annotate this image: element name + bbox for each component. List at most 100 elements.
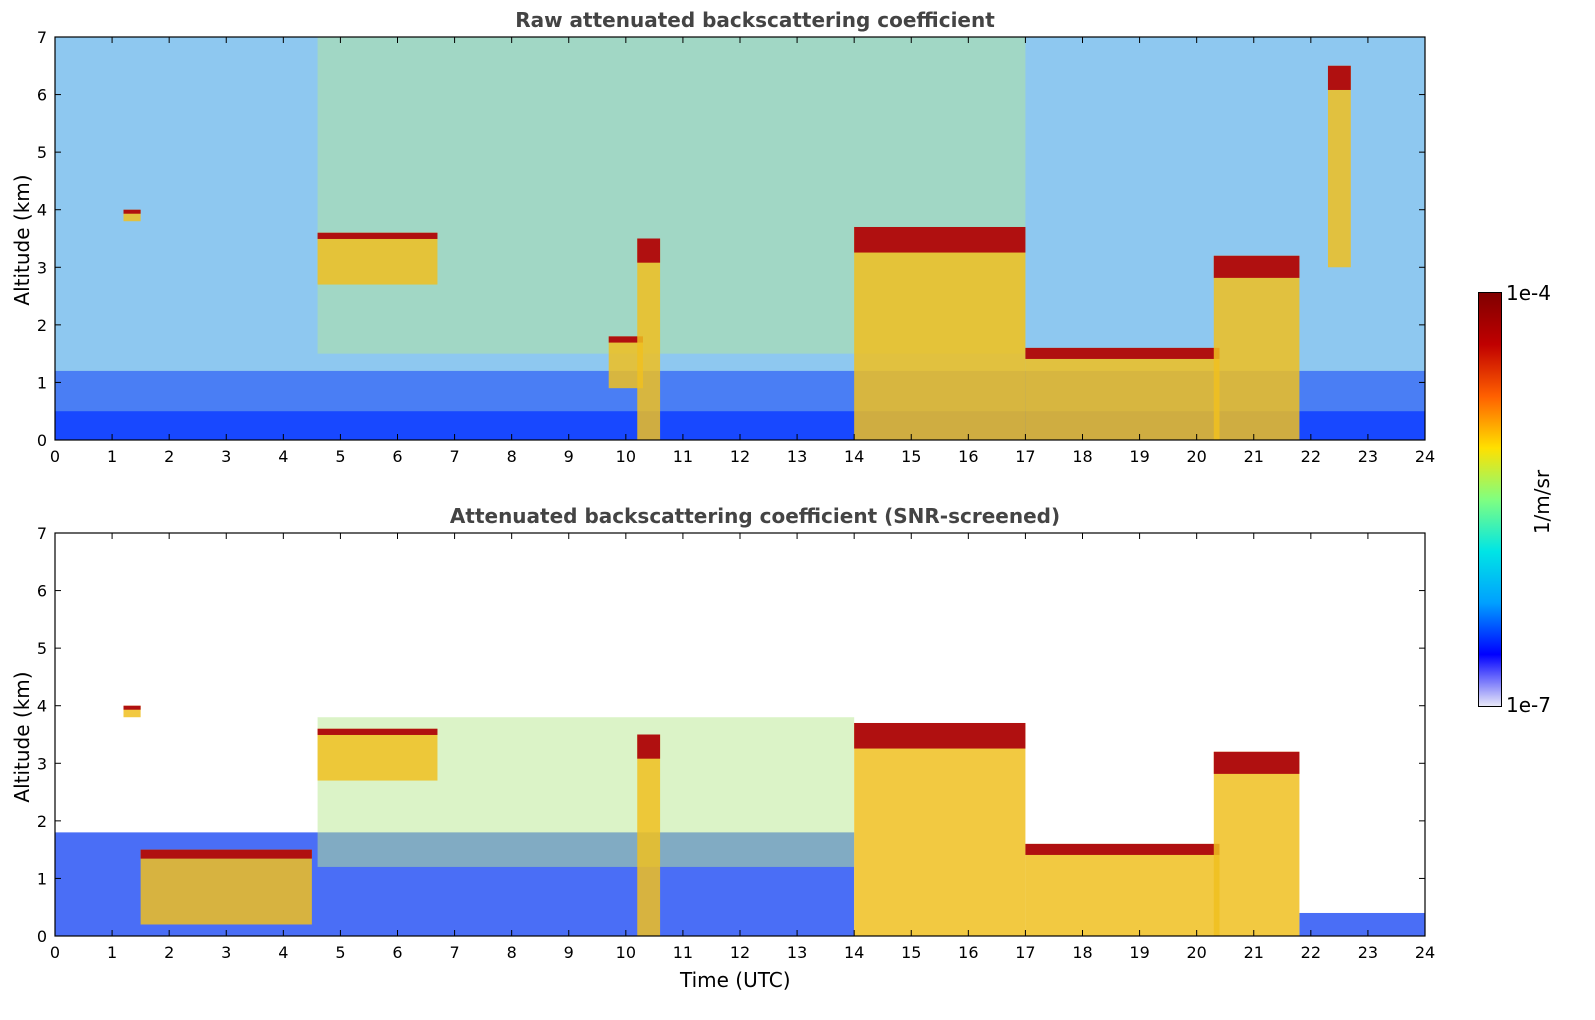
x-tick-label: 6 bbox=[392, 447, 402, 466]
x-tick-label: 10 bbox=[616, 447, 636, 466]
bottom-chart-title: Attenuated backscattering coefficient (S… bbox=[449, 504, 1061, 528]
boundary-layer-region bbox=[55, 832, 855, 936]
x-tick-label: 11 bbox=[673, 943, 693, 962]
x-tick-label: 19 bbox=[1129, 943, 1149, 962]
x-tick-label: 20 bbox=[1186, 943, 1206, 962]
y-tick-label: 2 bbox=[37, 812, 47, 831]
feature-top-edge bbox=[854, 722, 1026, 749]
elevated-signal-region bbox=[317, 717, 855, 867]
x-tick-label: 19 bbox=[1129, 447, 1149, 466]
x-tick-label: 24 bbox=[1415, 943, 1435, 962]
x-tick-label: 23 bbox=[1358, 447, 1378, 466]
x-tick-label: 9 bbox=[564, 943, 574, 962]
y-tick-label: 0 bbox=[37, 927, 47, 946]
feature-top-edge bbox=[608, 336, 643, 343]
x-tick-label: 16 bbox=[958, 447, 978, 466]
x-tick-label: 13 bbox=[787, 447, 807, 466]
elevated-signal-region bbox=[317, 37, 1026, 354]
x-tick-label: 14 bbox=[844, 447, 864, 466]
feature-top-edge bbox=[317, 232, 438, 239]
feature-region bbox=[854, 722, 1026, 936]
feature-region bbox=[854, 226, 1026, 440]
x-tick-label: 8 bbox=[507, 447, 517, 466]
x-tick-label: 12 bbox=[730, 447, 750, 466]
x-tick-label: 12 bbox=[730, 943, 750, 962]
x-tick-label: 17 bbox=[1015, 447, 1035, 466]
boundary-layer-region bbox=[55, 370, 1425, 440]
feature-top-edge bbox=[854, 226, 1026, 253]
x-tick-label: 15 bbox=[901, 943, 921, 962]
bottom-x-axis-label: Time (UTC) bbox=[680, 968, 791, 992]
y-tick-label: 4 bbox=[37, 201, 47, 220]
y-tick-label: 7 bbox=[37, 28, 47, 47]
feature-region bbox=[1327, 65, 1351, 268]
feature-region bbox=[1025, 843, 1220, 936]
x-tick-label: 7 bbox=[449, 943, 459, 962]
x-tick-label: 21 bbox=[1244, 943, 1264, 962]
x-tick-label: 4 bbox=[278, 447, 288, 466]
x-tick-label: 23 bbox=[1358, 943, 1378, 962]
feature-region bbox=[1213, 751, 1300, 936]
y-tick-label: 6 bbox=[37, 86, 47, 105]
feature-top-edge bbox=[1025, 347, 1220, 359]
x-tick-label: 24 bbox=[1415, 447, 1435, 466]
y-tick-label: 2 bbox=[37, 316, 47, 335]
feature-top-edge bbox=[1213, 751, 1300, 774]
feature-region bbox=[140, 849, 312, 925]
feature-top-edge bbox=[637, 238, 661, 263]
y-tick-label: 6 bbox=[37, 582, 47, 601]
feature-top-edge bbox=[123, 209, 141, 214]
x-tick-label: 1 bbox=[107, 943, 117, 962]
x-tick-label: 17 bbox=[1015, 943, 1035, 962]
x-tick-label: 21 bbox=[1244, 447, 1264, 466]
colorbar-max-label: 1e-4 bbox=[1506, 281, 1551, 305]
plot-frame bbox=[54, 532, 1426, 937]
feature-region bbox=[317, 728, 438, 781]
feature-top-edge bbox=[123, 705, 141, 710]
y-tick-label: 4 bbox=[37, 697, 47, 716]
y-tick-label: 0 bbox=[37, 431, 47, 450]
x-tick-label: 13 bbox=[787, 943, 807, 962]
y-tick-label: 3 bbox=[37, 754, 47, 773]
x-tick-label: 15 bbox=[901, 447, 921, 466]
plot-frame bbox=[54, 36, 1426, 441]
x-tick-label: 4 bbox=[278, 943, 288, 962]
colorbar bbox=[1478, 292, 1502, 707]
feature-top-edge bbox=[637, 734, 661, 759]
x-tick-label: 7 bbox=[449, 447, 459, 466]
y-tick-label: 1 bbox=[37, 373, 47, 392]
x-tick-label: 14 bbox=[844, 943, 864, 962]
x-tick-label: 18 bbox=[1072, 943, 1092, 962]
x-tick-label: 8 bbox=[507, 943, 517, 962]
x-tick-label: 5 bbox=[335, 447, 345, 466]
feature-region bbox=[123, 209, 141, 222]
feature-region bbox=[317, 232, 438, 285]
x-tick-label: 6 bbox=[392, 943, 402, 962]
x-tick-label: 18 bbox=[1072, 447, 1092, 466]
x-tick-label: 3 bbox=[221, 447, 231, 466]
y-tick-label: 7 bbox=[37, 524, 47, 543]
y-tick-label: 3 bbox=[37, 258, 47, 277]
x-tick-label: 0 bbox=[50, 943, 60, 962]
x-tick-label: 2 bbox=[164, 943, 174, 962]
plot-background bbox=[55, 533, 1425, 936]
plot-background bbox=[55, 37, 1425, 440]
feature-region bbox=[637, 734, 661, 936]
x-tick-label: 11 bbox=[673, 447, 693, 466]
top-y-axis-label: Altitude (km) bbox=[10, 174, 34, 306]
x-tick-label: 1 bbox=[107, 447, 117, 466]
x-tick-label: 2 bbox=[164, 447, 174, 466]
y-tick-label: 5 bbox=[37, 639, 47, 658]
x-tick-label: 9 bbox=[564, 447, 574, 466]
feature-top-edge bbox=[1213, 255, 1300, 278]
x-tick-label: 22 bbox=[1301, 447, 1321, 466]
top-chart-title: Raw attenuated backscattering coefficien… bbox=[515, 8, 995, 32]
feature-region bbox=[637, 238, 661, 440]
feature-region bbox=[1213, 255, 1300, 440]
y-tick-label: 1 bbox=[37, 869, 47, 888]
surface-layer-region bbox=[1299, 912, 1425, 936]
feature-top-edge bbox=[140, 849, 312, 859]
x-tick-label: 5 bbox=[335, 943, 345, 962]
feature-region bbox=[123, 705, 141, 718]
feature-top-edge bbox=[1025, 843, 1220, 855]
